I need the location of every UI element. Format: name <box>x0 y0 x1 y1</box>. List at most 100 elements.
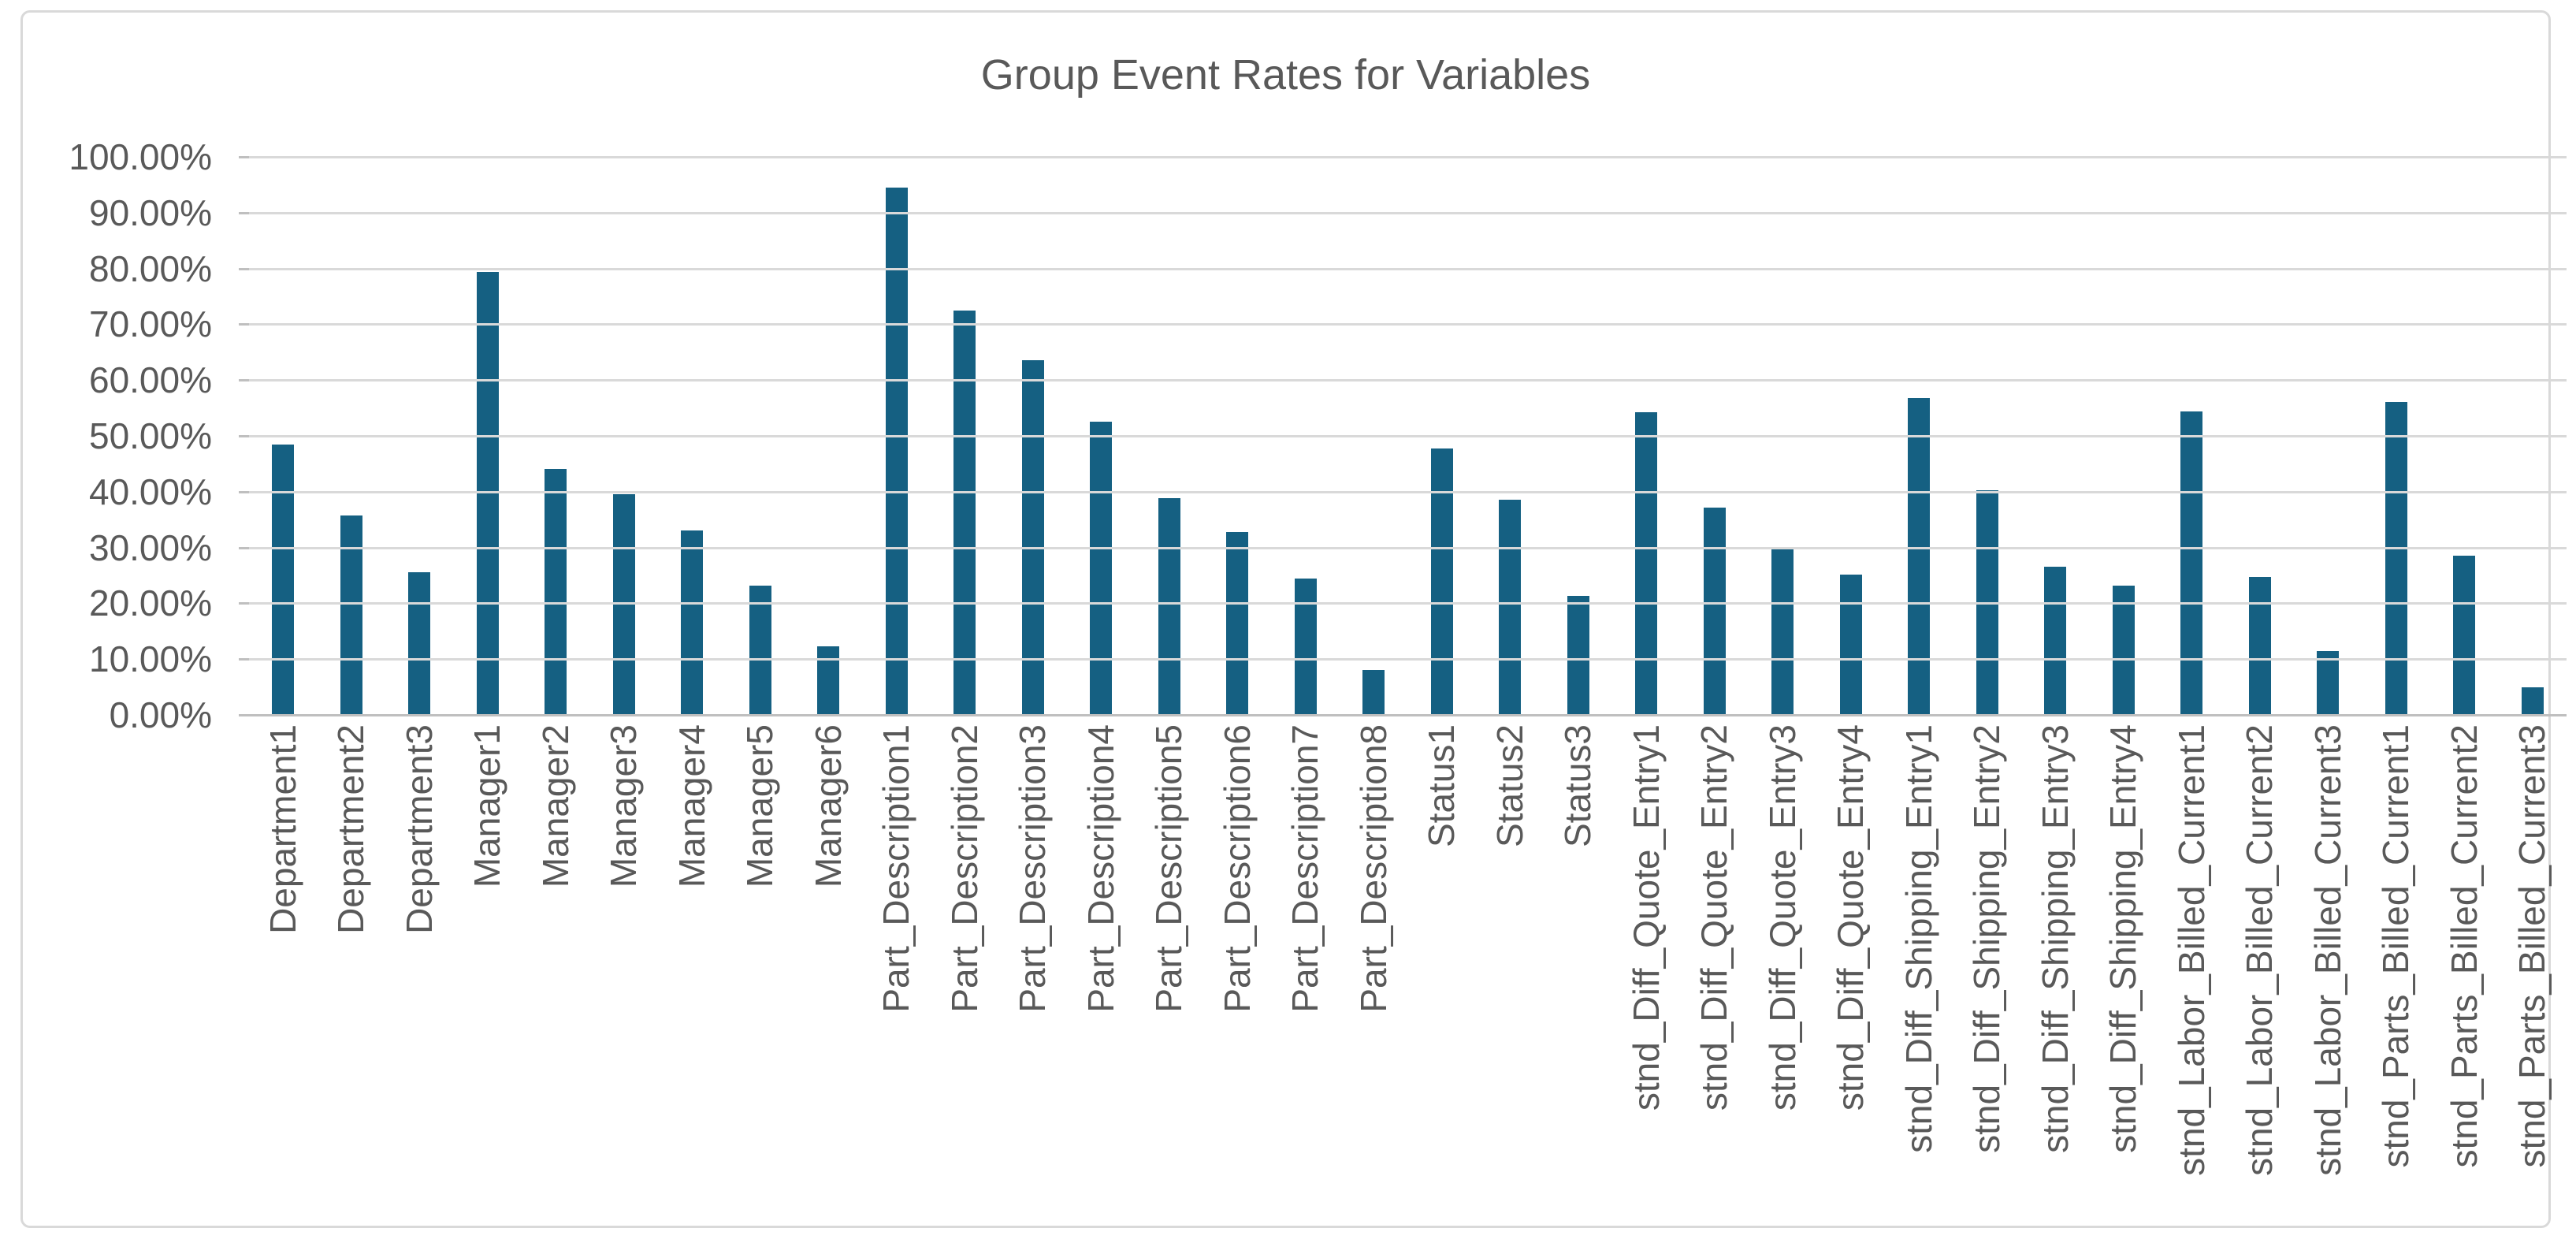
x-axis-tick-label: Part_Description5 <box>1148 724 1190 1013</box>
gridline <box>249 546 2567 549</box>
y-axis-tick-label: 20.00% <box>88 582 212 624</box>
x-axis-tick-label: stnd_Labor_Billed_Current2 <box>2239 724 2280 1176</box>
bar-slot <box>2158 157 2226 715</box>
x-axis-tick-label: stnd_Diff_Quote_Entry4 <box>1830 724 1872 1111</box>
x-label-slot: Department2 <box>318 724 386 1229</box>
gridline <box>249 490 2567 493</box>
x-label-slot: Part_Description6 <box>1203 724 1272 1229</box>
x-axis-tick-label: Department3 <box>398 724 440 934</box>
bar-slot <box>522 157 590 715</box>
bar-Department3 <box>408 572 431 715</box>
x-label-slot: stnd_Diff_Shipping_Entry4 <box>2090 724 2158 1229</box>
plot-area <box>239 156 2567 716</box>
bar-stnd_Diff_Quote_Entry1 <box>1635 412 1658 715</box>
bar-slot <box>385 157 454 715</box>
x-axis-tick-label: Status1 <box>1421 724 1463 847</box>
bar-slot <box>658 157 727 715</box>
x-axis-tick-label: Manager6 <box>807 724 849 888</box>
bar-slot <box>2090 157 2158 715</box>
bar-Part_Description6 <box>1226 532 1249 715</box>
bar-Manager6 <box>817 646 840 715</box>
x-axis-tick-label: Department1 <box>262 724 303 934</box>
bar-slot <box>1544 157 1613 715</box>
x-label-slot: Department3 <box>385 724 454 1229</box>
x-label-slot: stnd_Labor_Billed_Current3 <box>2294 724 2362 1229</box>
x-label-slot: stnd_Parts_Billed_Current3 <box>2499 724 2567 1229</box>
x-axis-tick-label: Manager1 <box>467 724 508 888</box>
x-label-slot: stnd_Diff_Quote_Entry1 <box>1612 724 1681 1229</box>
bar-Part_Description8 <box>1362 669 1385 715</box>
bar-Part_Description1 <box>885 187 908 715</box>
x-axis-tick-label: stnd_Labor_Billed_Current1 <box>2170 724 2212 1176</box>
x-axis-tick-label: Department2 <box>330 724 372 934</box>
x-axis-line <box>249 714 2567 716</box>
x-label-slot: Part_Description7 <box>1272 724 1340 1229</box>
x-axis-tick-label: stnd_Parts_Billed_Current3 <box>2511 724 2553 1168</box>
x-axis-tick-label: stnd_Labor_Billed_Current3 <box>2307 724 2348 1176</box>
bar-stnd_Diff_Shipping_Entry3 <box>2044 566 2067 715</box>
y-axis-tick-label: 80.00% <box>88 247 212 289</box>
bar-stnd_Labor_Billed_Current2 <box>2248 577 2271 715</box>
gridline <box>249 211 2567 214</box>
bar-slot <box>2430 157 2499 715</box>
x-label-slot: Part_Description2 <box>931 724 999 1229</box>
bar-stnd_Diff_Shipping_Entry2 <box>1976 489 1998 715</box>
bar-slot <box>863 157 931 715</box>
bar-stnd_Parts_Billed_Current1 <box>2385 401 2407 715</box>
bar-slot <box>727 157 795 715</box>
x-label-slot: Part_Description4 <box>1067 724 1136 1229</box>
bar-slot <box>1612 157 1681 715</box>
bar-stnd_Diff_Shipping_Entry1 <box>1908 397 1931 715</box>
gridline <box>249 379 2567 382</box>
bar-stnd_Diff_Shipping_Entry4 <box>2112 586 2135 715</box>
x-axis-tick-label: stnd_Parts_Billed_Current1 <box>2375 724 2417 1168</box>
x-label-slot: stnd_Diff_Shipping_Entry3 <box>2021 724 2090 1229</box>
gridline <box>249 156 2567 158</box>
x-axis-tick-label: Part_Description6 <box>1216 724 1258 1013</box>
bar-slot <box>1885 157 1953 715</box>
bar-slot <box>999 157 1068 715</box>
bar-Part_Description3 <box>1021 360 1044 715</box>
x-axis-tick-label: Manager3 <box>603 724 645 888</box>
bar-Department2 <box>340 515 362 715</box>
x-label-slot: stnd_Diff_Shipping_Entry2 <box>1953 724 2022 1229</box>
bar-slot <box>1067 157 1136 715</box>
bar-slot <box>794 157 863 715</box>
x-axis-tick-label: stnd_Parts_Billed_Current2 <box>2443 724 2485 1168</box>
x-label-slot: Status1 <box>1408 724 1477 1229</box>
x-label-slot: Manager1 <box>454 724 522 1229</box>
x-label-slot: Department1 <box>249 724 318 1229</box>
x-axis-tick-label: stnd_Diff_Shipping_Entry3 <box>2034 724 2076 1153</box>
x-axis-tick-label: stnd_Diff_Quote_Entry3 <box>1761 724 1803 1111</box>
y-axis-tick-label: 60.00% <box>88 359 212 401</box>
x-label-slot: stnd_Labor_Billed_Current2 <box>2226 724 2295 1229</box>
bar-Status1 <box>1430 448 1453 715</box>
x-axis-tick-label: Part_Description8 <box>1352 724 1394 1013</box>
bar-slot <box>2294 157 2362 715</box>
gridline <box>249 658 2567 661</box>
x-axis-tick-label: Part_Description1 <box>875 724 917 1013</box>
y-axis-tick <box>239 714 249 716</box>
x-axis-tick-label: Part_Description3 <box>1012 724 1054 1013</box>
bar-Status2 <box>1499 500 1522 715</box>
gridline <box>249 435 2567 437</box>
x-axis-tick-label: Manager2 <box>534 724 576 888</box>
y-axis-tick <box>239 658 249 661</box>
bar-Part_Description2 <box>953 310 976 715</box>
y-axis-tick <box>239 267 249 270</box>
bar-stnd_Parts_Billed_Current3 <box>2521 687 2544 715</box>
bar-Department1 <box>272 444 295 715</box>
x-axis-tick-label: Part_Description2 <box>943 724 985 1013</box>
bar-stnd_Parts_Billed_Current2 <box>2453 556 2476 715</box>
y-axis-tick <box>239 546 249 549</box>
bar-stnd_Labor_Billed_Current1 <box>2180 411 2203 715</box>
bar-slot <box>2226 157 2295 715</box>
x-axis-tick-label: Manager4 <box>671 724 712 888</box>
x-label-slot: Status3 <box>1544 724 1613 1229</box>
bar-slot <box>454 157 522 715</box>
x-label-slot: Part_Description5 <box>1136 724 1204 1229</box>
x-label-slot: Manager5 <box>727 724 795 1229</box>
y-axis-tick-label: 40.00% <box>88 471 212 512</box>
bar-slot <box>1749 157 1817 715</box>
x-axis-tick-label: Part_Description7 <box>1284 724 1326 1013</box>
